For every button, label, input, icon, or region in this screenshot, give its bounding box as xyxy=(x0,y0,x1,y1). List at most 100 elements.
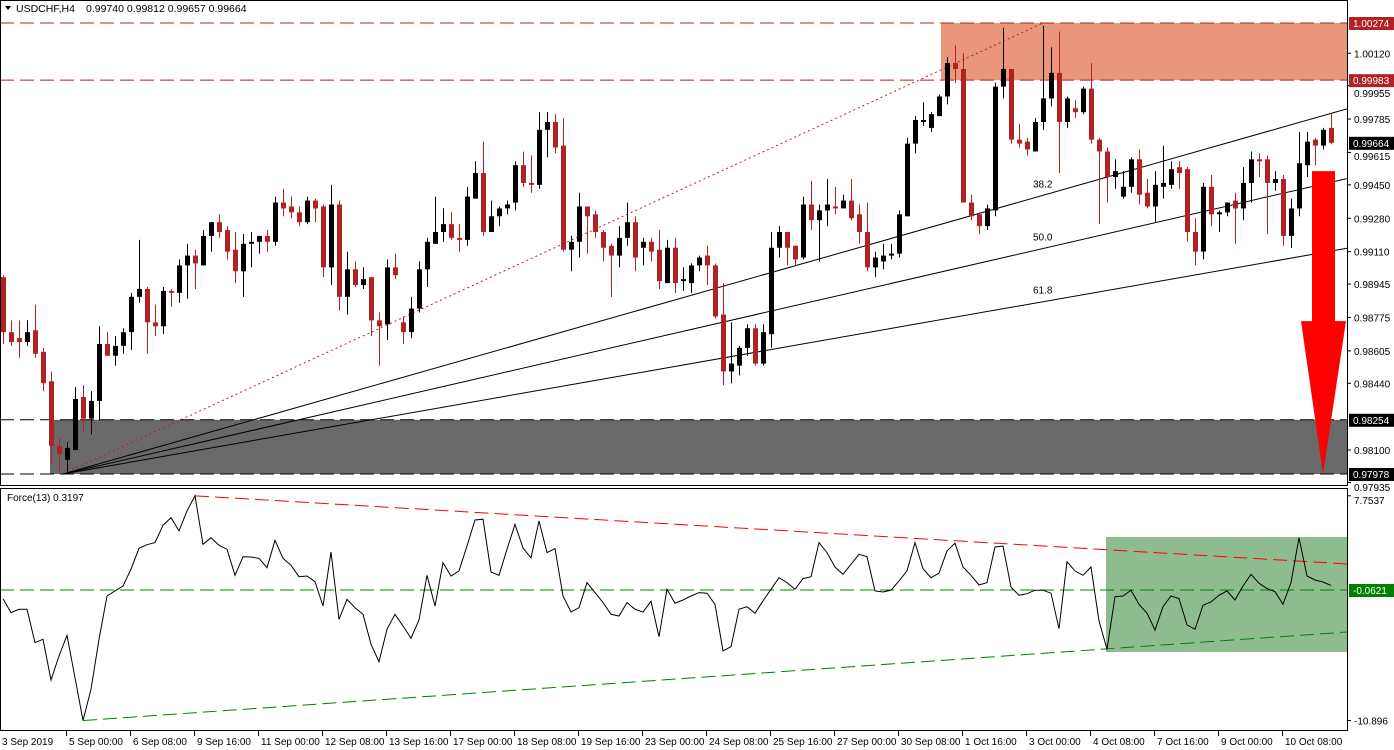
candle[interactable] xyxy=(761,324,766,366)
candle[interactable] xyxy=(1297,131,1302,217)
candle[interactable] xyxy=(817,204,822,262)
candle[interactable] xyxy=(953,45,958,83)
candle[interactable] xyxy=(521,151,526,187)
candle[interactable] xyxy=(281,188,286,217)
candle[interactable] xyxy=(481,141,486,236)
candle[interactable] xyxy=(969,194,974,221)
candle[interactable] xyxy=(321,204,326,278)
candle[interactable] xyxy=(313,198,318,223)
candle[interactable] xyxy=(721,283,726,386)
candle[interactable] xyxy=(569,235,574,272)
candle[interactable] xyxy=(833,186,838,215)
candle[interactable] xyxy=(905,137,910,217)
candle[interactable] xyxy=(1177,161,1182,189)
candle[interactable] xyxy=(1161,145,1166,199)
candle[interactable] xyxy=(473,161,478,199)
candle[interactable] xyxy=(561,118,566,252)
candle[interactable] xyxy=(1033,118,1038,152)
candle[interactable] xyxy=(1233,192,1238,244)
candle[interactable] xyxy=(865,202,870,272)
candle[interactable] xyxy=(425,237,430,288)
candle[interactable] xyxy=(265,230,270,252)
candle[interactable] xyxy=(609,243,614,297)
candle[interactable] xyxy=(633,216,638,272)
candle[interactable] xyxy=(777,226,782,258)
candle[interactable] xyxy=(145,287,150,354)
candle[interactable] xyxy=(465,186,470,246)
candle[interactable] xyxy=(601,230,606,262)
candle[interactable] xyxy=(1145,178,1150,209)
candle[interactable] xyxy=(97,326,102,421)
force-upper-trendline[interactable] xyxy=(194,495,1347,565)
candle[interactable] xyxy=(1193,218,1198,266)
candle[interactable] xyxy=(1273,171,1278,191)
candle[interactable] xyxy=(369,277,374,337)
force-lower-trendline[interactable] xyxy=(82,631,1347,722)
candle[interactable] xyxy=(409,296,414,339)
candle[interactable] xyxy=(377,312,382,366)
fib-fan-line[interactable] xyxy=(62,247,1347,475)
candle[interactable] xyxy=(737,345,742,376)
candle[interactable] xyxy=(713,263,718,319)
candle[interactable] xyxy=(1313,137,1318,166)
candle[interactable] xyxy=(41,347,46,392)
candle[interactable] xyxy=(217,214,222,238)
candle[interactable] xyxy=(1097,137,1102,225)
candle[interactable] xyxy=(1169,161,1174,189)
candle[interactable] xyxy=(129,292,134,350)
candle[interactable] xyxy=(1209,175,1214,227)
candle[interactable] xyxy=(1057,31,1062,174)
candle[interactable] xyxy=(1305,131,1310,178)
candle[interactable] xyxy=(17,320,22,358)
candle[interactable] xyxy=(33,304,38,358)
candle[interactable] xyxy=(49,371,54,464)
candle[interactable] xyxy=(585,206,590,254)
candle[interactable] xyxy=(1257,153,1262,178)
candle[interactable] xyxy=(1289,198,1294,248)
candle[interactable] xyxy=(1089,63,1094,144)
candle[interactable] xyxy=(1049,47,1054,107)
candle[interactable] xyxy=(617,226,622,268)
candle[interactable] xyxy=(729,322,734,384)
candle[interactable] xyxy=(169,288,174,307)
candle[interactable] xyxy=(649,237,654,262)
candle[interactable] xyxy=(945,57,950,105)
candle[interactable] xyxy=(1153,171,1158,223)
candle[interactable] xyxy=(1329,113,1334,145)
candle[interactable] xyxy=(705,245,710,286)
candle[interactable] xyxy=(241,233,246,297)
candle[interactable] xyxy=(305,196,310,225)
candle[interactable] xyxy=(553,114,558,154)
candle[interactable] xyxy=(25,320,30,346)
candle[interactable] xyxy=(513,161,518,211)
candle[interactable] xyxy=(1129,157,1134,193)
candle[interactable] xyxy=(449,212,454,240)
candle[interactable] xyxy=(401,316,406,344)
fib-fan-line[interactable] xyxy=(62,178,1347,475)
candle[interactable] xyxy=(537,112,542,189)
candle[interactable] xyxy=(105,332,110,356)
candle[interactable] xyxy=(985,204,990,231)
candle[interactable] xyxy=(457,224,462,252)
candle[interactable] xyxy=(249,232,254,268)
candle[interactable] xyxy=(993,82,998,217)
candle[interactable] xyxy=(489,200,494,233)
candle[interactable] xyxy=(577,192,582,258)
candle[interactable] xyxy=(1,275,6,344)
candle[interactable] xyxy=(1281,175,1286,246)
candle[interactable] xyxy=(961,53,966,203)
candle[interactable] xyxy=(1017,123,1022,148)
candle[interactable] xyxy=(81,385,86,433)
candle[interactable] xyxy=(665,239,670,284)
candle[interactable] xyxy=(9,320,14,346)
candle[interactable] xyxy=(545,112,550,158)
candle[interactable] xyxy=(529,155,534,193)
candle[interactable] xyxy=(1113,159,1118,189)
candle[interactable] xyxy=(1073,100,1078,119)
candle[interactable] xyxy=(1137,149,1142,205)
candle[interactable] xyxy=(1201,182,1206,260)
candle[interactable] xyxy=(209,222,214,252)
candle[interactable] xyxy=(1001,27,1006,99)
candle[interactable] xyxy=(1041,25,1046,130)
